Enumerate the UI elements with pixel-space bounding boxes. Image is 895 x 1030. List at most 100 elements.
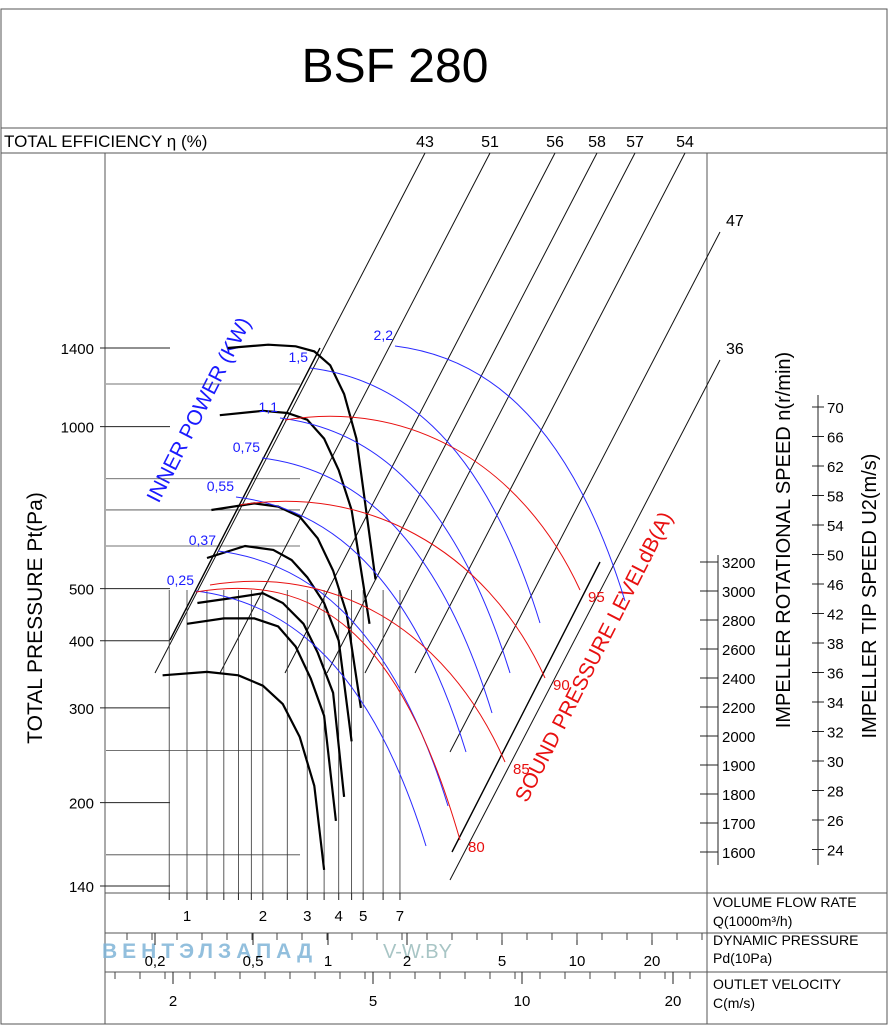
sound-level-curve — [209, 580, 506, 763]
sound-level-curve — [195, 587, 461, 841]
y-tick-label: 1000 — [61, 420, 94, 437]
dyn-tick-label: 1 — [324, 953, 332, 970]
y-tick-label: 200 — [69, 796, 94, 813]
efficiency-value-label: 58 — [588, 134, 606, 151]
speed-tick-label: 3200 — [722, 555, 755, 572]
y-tick-label: 300 — [69, 701, 94, 718]
sound-value-label: 80 — [468, 839, 485, 856]
inner-power-curve — [394, 345, 626, 602]
speed-tick-label: 2200 — [722, 700, 755, 717]
speed-tick-label: 2800 — [722, 613, 755, 630]
dynamic-pressure-unit: Pd(10Pa) — [713, 950, 772, 966]
tip-tick-label: 66 — [827, 430, 844, 447]
label-layer: 1400 1000 500 400 300 200 140 3200 3000 2800 2600 2… — [61, 134, 844, 1010]
sound-pressure-label: SOUND PRESSURE LEVELdB(A) — [511, 508, 678, 805]
dyn-tick-label: 2 — [403, 953, 411, 970]
watermark-site: V-W.BY — [383, 941, 452, 963]
speed-curve — [227, 343, 377, 580]
inner-power-value-label: 0,55 — [207, 478, 234, 494]
speed-curve — [219, 409, 371, 624]
flow-axis-unit: Q(1000m³/h) — [713, 913, 792, 929]
efficiency-value-label: 56 — [546, 134, 564, 151]
inner-power-value-label: 1,1 — [259, 399, 279, 415]
efficiency-line — [449, 359, 721, 881]
speed-axis-label: IMPELLER ROTATIONAL SPEED n(r/min) — [773, 352, 795, 728]
speed-curve — [197, 592, 346, 798]
efficiency-value-label: 36 — [726, 341, 744, 358]
tip-tick-label: 34 — [827, 695, 844, 712]
inner-power-value-label: 0,25 — [167, 572, 194, 588]
y-axis-label: TOTAL PRESSURE Pt(Pa) — [24, 492, 47, 744]
speed-curve — [206, 544, 353, 742]
inner-power-value-label: 1,5 — [289, 349, 309, 365]
flow-tick-label: 2 — [259, 908, 267, 925]
speed-tick-label: 3000 — [722, 584, 755, 601]
efficiency-line — [219, 152, 491, 674]
flow-tick-label: 5 — [359, 908, 367, 925]
speed-curve — [211, 502, 362, 709]
outlet-velocity-unit: C(m/s) — [713, 995, 755, 1011]
tip-tick-label: 36 — [827, 666, 844, 683]
inner-power-curve — [235, 496, 467, 753]
inner-power-curve — [261, 457, 493, 714]
speed-tick-label: 2400 — [722, 671, 755, 688]
tip-tick-label: 42 — [827, 607, 844, 624]
range-boundary-line — [451, 561, 601, 853]
speed-tick-label: 1600 — [722, 845, 755, 862]
velocity-tick-label: 20 — [665, 993, 682, 1010]
inner-power-curve — [309, 367, 541, 624]
tip-tick-label: 32 — [827, 725, 844, 742]
speed-tick-label: 1700 — [722, 816, 755, 833]
efficiency-line — [326, 152, 598, 674]
y-tick-label: 1400 — [61, 341, 94, 358]
tip-tick-label: 54 — [827, 518, 844, 535]
y-tick-label: 400 — [69, 634, 94, 651]
inner-power-value-label: 0,75 — [233, 439, 260, 455]
inner-power-value-label: 2,2 — [374, 327, 394, 343]
tip-tick-label: 58 — [827, 489, 844, 506]
efficiency-value-label: 51 — [481, 134, 499, 151]
tip-tick-label: 24 — [827, 843, 844, 860]
range-boundary-line — [169, 347, 321, 641]
efficiency-value-label: 43 — [416, 134, 434, 151]
sound-value-label: 85 — [513, 761, 530, 778]
curve-layer — [162, 343, 626, 871]
inner-power-label: INNER POWER (KW) — [143, 314, 256, 506]
inner-power-curve — [279, 417, 511, 674]
efficiency-line — [364, 152, 636, 674]
dyn-tick-label: 5 — [498, 953, 506, 970]
tip-tick-label: 38 — [827, 636, 844, 653]
flow-axis-label: VOLUME FLOW RATE — [713, 894, 857, 910]
dyn-tick-label: 0,2 — [145, 953, 166, 970]
efficiency-label: TOTAL EFFICIENCY η (%) — [4, 132, 207, 151]
efficiency-value-label: 47 — [726, 213, 744, 230]
dyn-tick-label: 0,5 — [243, 953, 264, 970]
speed-curve — [186, 617, 337, 822]
speed-tick-label: 1800 — [722, 787, 755, 804]
y-tick-label: 500 — [69, 582, 94, 599]
y-tick-label: 140 — [69, 879, 94, 896]
sound-value-label: 90 — [553, 677, 570, 694]
grid-layer — [100, 152, 824, 984]
speed-curve — [162, 670, 326, 871]
efficiency-line — [414, 152, 686, 674]
speed-tick-label: 2000 — [722, 729, 755, 746]
tip-tick-label: 46 — [827, 577, 844, 594]
efficiency-value-label: 57 — [626, 134, 644, 151]
tip-tick-label: 28 — [827, 784, 844, 801]
tip-tick-label: 62 — [827, 459, 844, 476]
tip-tick-label: 26 — [827, 813, 844, 830]
flow-tick-label: 1 — [183, 908, 191, 925]
tip-tick-label: 30 — [827, 754, 844, 771]
tip-tick-label: 70 — [827, 400, 844, 417]
flow-tick-label: 7 — [396, 908, 404, 925]
flow-tick-label: 3 — [303, 908, 311, 925]
sound-level-curve — [239, 500, 546, 679]
efficiency-line — [449, 231, 721, 753]
inner-power-value-label: 0,37 — [189, 532, 216, 548]
watermark-brand: ВЕНТЭЛЗАПАД — [102, 940, 317, 963]
tip-speed-axis-label: IMPELLER TIP SPEED U2(m/s) — [859, 454, 881, 739]
dynamic-pressure-label: DYNAMIC PRESSURE — [713, 932, 858, 948]
velocity-tick-label: 10 — [514, 993, 531, 1010]
